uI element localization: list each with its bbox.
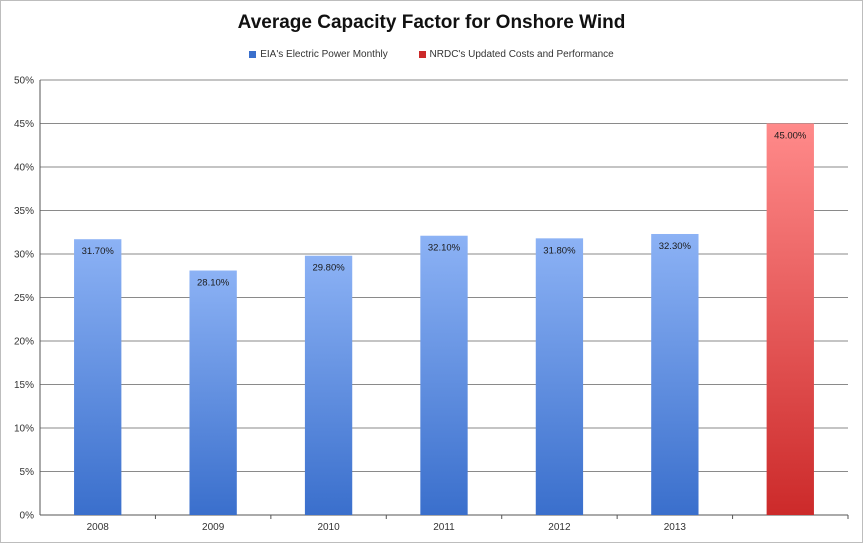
data-label: 31.70%	[82, 246, 115, 257]
y-tick-label: 25%	[14, 293, 34, 304]
y-tick-label: 15%	[14, 380, 34, 391]
y-tick-label: 20%	[14, 337, 34, 348]
legend-label-nrdc: NRDC's Updated Costs and Performance	[429, 49, 614, 60]
y-tick-label: 30%	[14, 250, 34, 261]
bar	[420, 235, 468, 516]
x-tick-label: 2011	[433, 522, 455, 533]
y-tick-label: 45%	[14, 119, 34, 130]
bar	[766, 123, 814, 515]
legend-label-eia: EIA's Electric Power Monthly	[260, 49, 388, 60]
x-tick-label: 2012	[548, 522, 571, 533]
bar	[304, 255, 353, 516]
x-tick-label: 2013	[664, 522, 687, 533]
data-label: 45.00%	[774, 131, 807, 142]
data-label: 32.30%	[659, 241, 692, 252]
chart-title: Average Capacity Factor for Onshore Wind	[237, 12, 626, 33]
x-tick-label: 2008	[87, 522, 110, 533]
y-tick-label: 35%	[14, 206, 34, 217]
legend-swatch-nrdc	[418, 51, 426, 58]
legend: EIA's Electric Power Monthly NRDC's Upda…	[0, 49, 863, 60]
data-label: 28.10%	[197, 278, 230, 289]
data-label: 29.80%	[312, 263, 345, 274]
data-label: 32.10%	[428, 243, 461, 254]
bar	[535, 238, 584, 515]
bar	[189, 270, 237, 515]
y-tick-label: 5%	[20, 467, 35, 478]
legend-item-nrdc: NRDC's Updated Costs and Performance	[418, 49, 614, 60]
y-tick-label: 0%	[20, 511, 35, 522]
legend-swatch-eia	[249, 51, 257, 58]
bar	[74, 239, 122, 515]
bar	[651, 233, 699, 516]
y-tick-label: 40%	[14, 163, 34, 174]
y-tick-label: 50%	[14, 76, 34, 87]
data-label: 31.80%	[543, 245, 576, 256]
x-tick-label: 2010	[317, 522, 340, 533]
x-tick-label: 2009	[202, 522, 225, 533]
legend-item-eia: EIA's Electric Power Monthly	[249, 49, 388, 60]
y-tick-label: 10%	[14, 424, 34, 435]
